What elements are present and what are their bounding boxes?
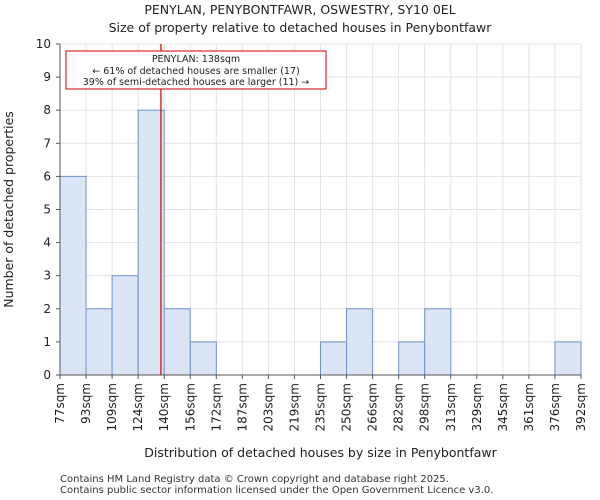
x-tick-label: 187sqm: [235, 383, 249, 431]
y-tick-label: 9: [43, 70, 51, 84]
x-tick-label: 392sqm: [574, 383, 588, 431]
x-tick-label: 376sqm: [548, 383, 562, 431]
x-tick-label: 219sqm: [287, 383, 301, 431]
x-tick-label: 93sqm: [79, 383, 93, 424]
y-tick-label: 7: [43, 136, 51, 150]
x-tick-label: 266sqm: [366, 383, 380, 431]
y-axis-label: Number of detached properties: [1, 111, 16, 308]
annotation-title: PENYLAN: 138sqm: [152, 54, 240, 65]
x-tick-label: 172sqm: [209, 383, 223, 431]
x-tick-label: 235sqm: [314, 383, 328, 431]
histogram-bar: [163, 308, 191, 376]
y-tick-label: 8: [43, 103, 51, 117]
y-tick-label: 5: [43, 203, 51, 217]
annotation-larger: 39% of semi-detached houses are larger (…: [83, 77, 310, 88]
x-tick-label: 77sqm: [53, 383, 67, 424]
x-tick-label: 140sqm: [157, 383, 171, 431]
chart-title-address: PENYLAN, PENYBONTFAWR, OSWESTRY, SY10 0E…: [144, 2, 456, 17]
annotation-box: [65, 50, 327, 90]
x-tick-label: 361sqm: [522, 383, 536, 431]
footer-licence: Contains public sector information licen…: [60, 485, 494, 496]
y-tick-label: 3: [43, 269, 51, 283]
histogram-bar: [111, 275, 139, 376]
y-tick-label: 4: [43, 236, 51, 250]
x-axis-label: Distribution of detached houses by size …: [144, 445, 497, 460]
histogram-bar: [189, 341, 217, 376]
x-tick-label: 329sqm: [470, 383, 484, 431]
histogram-bar: [137, 109, 165, 376]
histogram-bar: [398, 341, 426, 376]
histogram-bar: [320, 341, 348, 376]
y-tick-label: 6: [43, 169, 51, 183]
x-tick-label: 313sqm: [444, 383, 458, 431]
annotation-smaller: ← 61% of detached houses are smaller (17…: [92, 66, 299, 77]
x-tick-label: 345sqm: [496, 383, 510, 431]
x-tick-label: 109sqm: [105, 383, 119, 431]
x-tick-label: 124sqm: [131, 383, 145, 431]
x-tick-label: 250sqm: [340, 383, 354, 431]
histogram-chart: 0 1 2 3 4 5 6 7 8 9 10 77sqm 93sqm 109sqm 124sqm 140sqm…: [1, 37, 588, 460]
histogram-bar: [554, 341, 582, 376]
x-tick-label: 298sqm: [418, 383, 432, 431]
x-tick-label: 282sqm: [392, 383, 406, 431]
y-tick-label: 0: [43, 368, 51, 382]
footer-copyright: Contains HM Land Registry data © Crown c…: [60, 474, 449, 485]
y-tick-label: 1: [43, 335, 51, 349]
y-tick-label: 2: [43, 302, 51, 316]
histogram-bar: [424, 308, 452, 376]
y-tick-label: 10: [36, 37, 51, 51]
histogram-bar: [59, 175, 87, 376]
histogram-bar: [85, 308, 113, 376]
x-tick-label: 156sqm: [183, 383, 197, 431]
histogram-bar: [346, 308, 374, 376]
chart-title: Size of property relative to detached ho…: [108, 20, 492, 35]
x-tick-label: 203sqm: [261, 383, 275, 431]
